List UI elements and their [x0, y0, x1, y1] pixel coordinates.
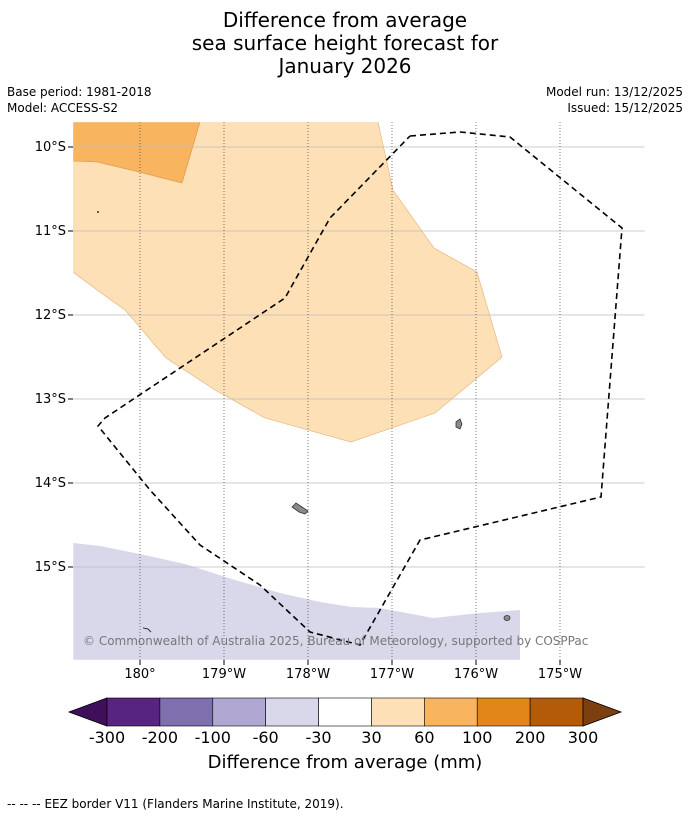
island-small-northwest — [97, 211, 99, 213]
colorbar-tick-label: -300 — [88, 728, 126, 747]
colorbar-extend-high — [582, 697, 623, 727]
colorbar-segment — [529, 697, 584, 727]
colorbar-segment — [265, 697, 319, 727]
chart-title-line-2: sea surface height forecast for — [191, 31, 499, 55]
colorbar-segment — [318, 697, 372, 727]
colorbar-tick-label: 200 — [514, 728, 546, 747]
colorbar-tick-label: 100 — [461, 728, 493, 747]
lon-label-179w: 179°W — [202, 667, 246, 682]
lon-label-176w: 176°W — [454, 667, 498, 682]
issued-label: Issued: 15/12/2025 — [567, 101, 683, 115]
map-frame — [72, 121, 646, 661]
lat-label-12s: 12°S — [35, 308, 66, 323]
lat-label-11s: 11°S — [35, 224, 66, 239]
chart-title-line-3: January 2026 — [278, 54, 412, 78]
map-plot-area — [73, 122, 645, 660]
colorbar-tick-label: 300 — [567, 728, 599, 747]
colorbar-tick-label: -30 — [305, 728, 332, 747]
lon-label-177w: 177°W — [370, 667, 414, 682]
eez-legend-symbol: -- -- -- — [7, 797, 41, 811]
island-futuna — [291, 502, 309, 515]
latitude-tick-marks — [68, 146, 73, 568]
colorbar-segment — [424, 697, 478, 727]
footer-legend: -- -- -- EEZ border V11 (Flanders Marine… — [7, 797, 344, 811]
eez-legend-text: EEZ border V11 (Flanders Marine Institut… — [44, 797, 344, 811]
lon-label-175w: 175°W — [538, 667, 582, 682]
anomaly-region-60-100 — [73, 122, 201, 184]
island-wallis — [455, 418, 463, 430]
lon-label-178w: 178°W — [286, 667, 330, 682]
colorbar-segment — [371, 697, 425, 727]
longitude-tick-marks — [139, 660, 561, 665]
island-small-southwest — [142, 627, 152, 633]
colorbar-tick-label: -200 — [141, 728, 179, 747]
anomaly-region-neg30-neg60 — [73, 543, 520, 660]
latitude-gridlines — [73, 146, 645, 568]
colorbar-segment — [106, 697, 161, 727]
island-small-southeast — [503, 615, 511, 621]
colorbar — [67, 697, 623, 727]
anomaly-region-30-60 — [73, 122, 503, 443]
lat-label-15s: 15°S — [35, 560, 66, 575]
model-label: Model: ACCESS-S2 — [7, 101, 119, 115]
colorbar-extend-low — [67, 697, 108, 727]
model-run-label: Model run: 13/12/2025 — [545, 85, 683, 99]
colorbar-tick-label: 30 — [361, 728, 382, 747]
base-period-label: Base period: 1981-2018 — [7, 85, 152, 99]
lat-label-10s: 10°S — [35, 140, 66, 155]
colorbar-tick-label: -60 — [252, 728, 279, 747]
chart-title-line-1: Difference from average — [222, 8, 468, 32]
lat-label-13s: 13°S — [35, 392, 66, 407]
lon-label-180: 180° — [124, 667, 155, 682]
colorbar-segment — [159, 697, 214, 727]
colorbar-tick-label: -100 — [194, 728, 231, 747]
colorbar-tick-label: 60 — [414, 728, 435, 747]
eez-border-line — [96, 131, 623, 646]
copyright-notice: © Commonwealth of Australia 2025, Bureau… — [83, 634, 588, 648]
colorbar-segment — [476, 697, 531, 727]
colorbar-segment — [212, 697, 266, 727]
lat-label-14s: 14°S — [35, 476, 66, 491]
colorbar-title: Difference from average (mm) — [207, 752, 483, 773]
